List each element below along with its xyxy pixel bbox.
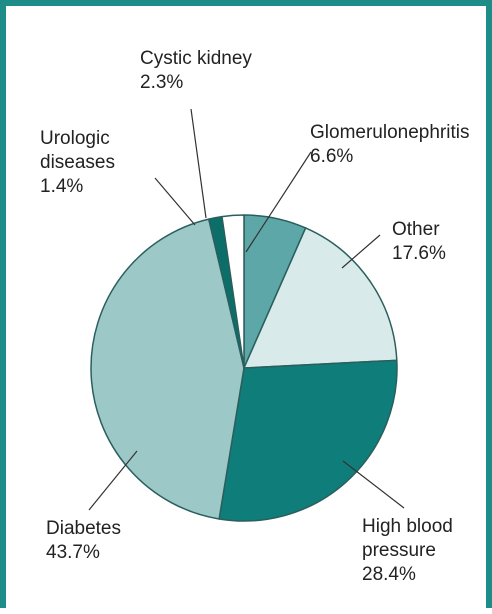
- slice-name-urologic-diseases: Urologic: [40, 128, 110, 149]
- pie-slice-diabetes: [90, 218, 245, 520]
- pie-slice-cystic-kidney: [221, 214, 245, 369]
- leader-line-glomerulonephritis: [245, 151, 312, 253]
- slice-label-diabetes: Diabetes 43.7%: [46, 518, 121, 563]
- slice-name-other: Other: [392, 219, 440, 240]
- pie-chart: Glomerulonephritis 6.6% Other 17.6% High blo…: [40, 48, 469, 585]
- slice-name-urologic-diseases: diseases: [40, 152, 115, 173]
- slice-name-high-blood-pressure: pressure: [362, 540, 436, 561]
- slice-name-diabetes: Diabetes: [46, 518, 121, 539]
- leader-line-other: [341, 234, 381, 269]
- slice-label-high-blood-pressure: High blood pressure 28.4%: [362, 516, 453, 585]
- slice-label-glomerulonephritis: Glomerulonephritis 6.6%: [310, 122, 469, 167]
- slice-percent-high-blood-pressure: 28.4%: [362, 564, 416, 585]
- slice-label-urologic-diseases: Urologic diseases 1.4%: [40, 128, 115, 197]
- slice-percent-urologic-diseases: 1.4%: [40, 176, 83, 197]
- slice-percent-glomerulonephritis: 6.6%: [310, 146, 353, 167]
- slice-name-cystic-kidney: Cystic kidney: [140, 48, 252, 69]
- slice-label-other: Other 17.6%: [392, 219, 446, 264]
- leader-line-cystic-kidney: [190, 108, 207, 219]
- slice-name-glomerulonephritis: Glomerulonephritis: [310, 122, 469, 143]
- slice-label-cystic-kidney: Cystic kidney 2.3%: [140, 48, 252, 93]
- slice-percent-cystic-kidney: 2.3%: [140, 72, 183, 93]
- slice-name-high-blood-pressure: High blood: [362, 516, 453, 537]
- pie-slice-high-blood-pressure: [218, 359, 398, 522]
- pie-slice-other: [243, 227, 398, 369]
- leader-line-high-blood-pressure: [342, 460, 405, 509]
- slice-percent-other: 17.6%: [392, 243, 446, 264]
- leader-line-diabetes: [88, 450, 138, 511]
- slice-percent-diabetes: 43.7%: [46, 542, 100, 563]
- leader-line-urologic-diseases: [154, 177, 196, 226]
